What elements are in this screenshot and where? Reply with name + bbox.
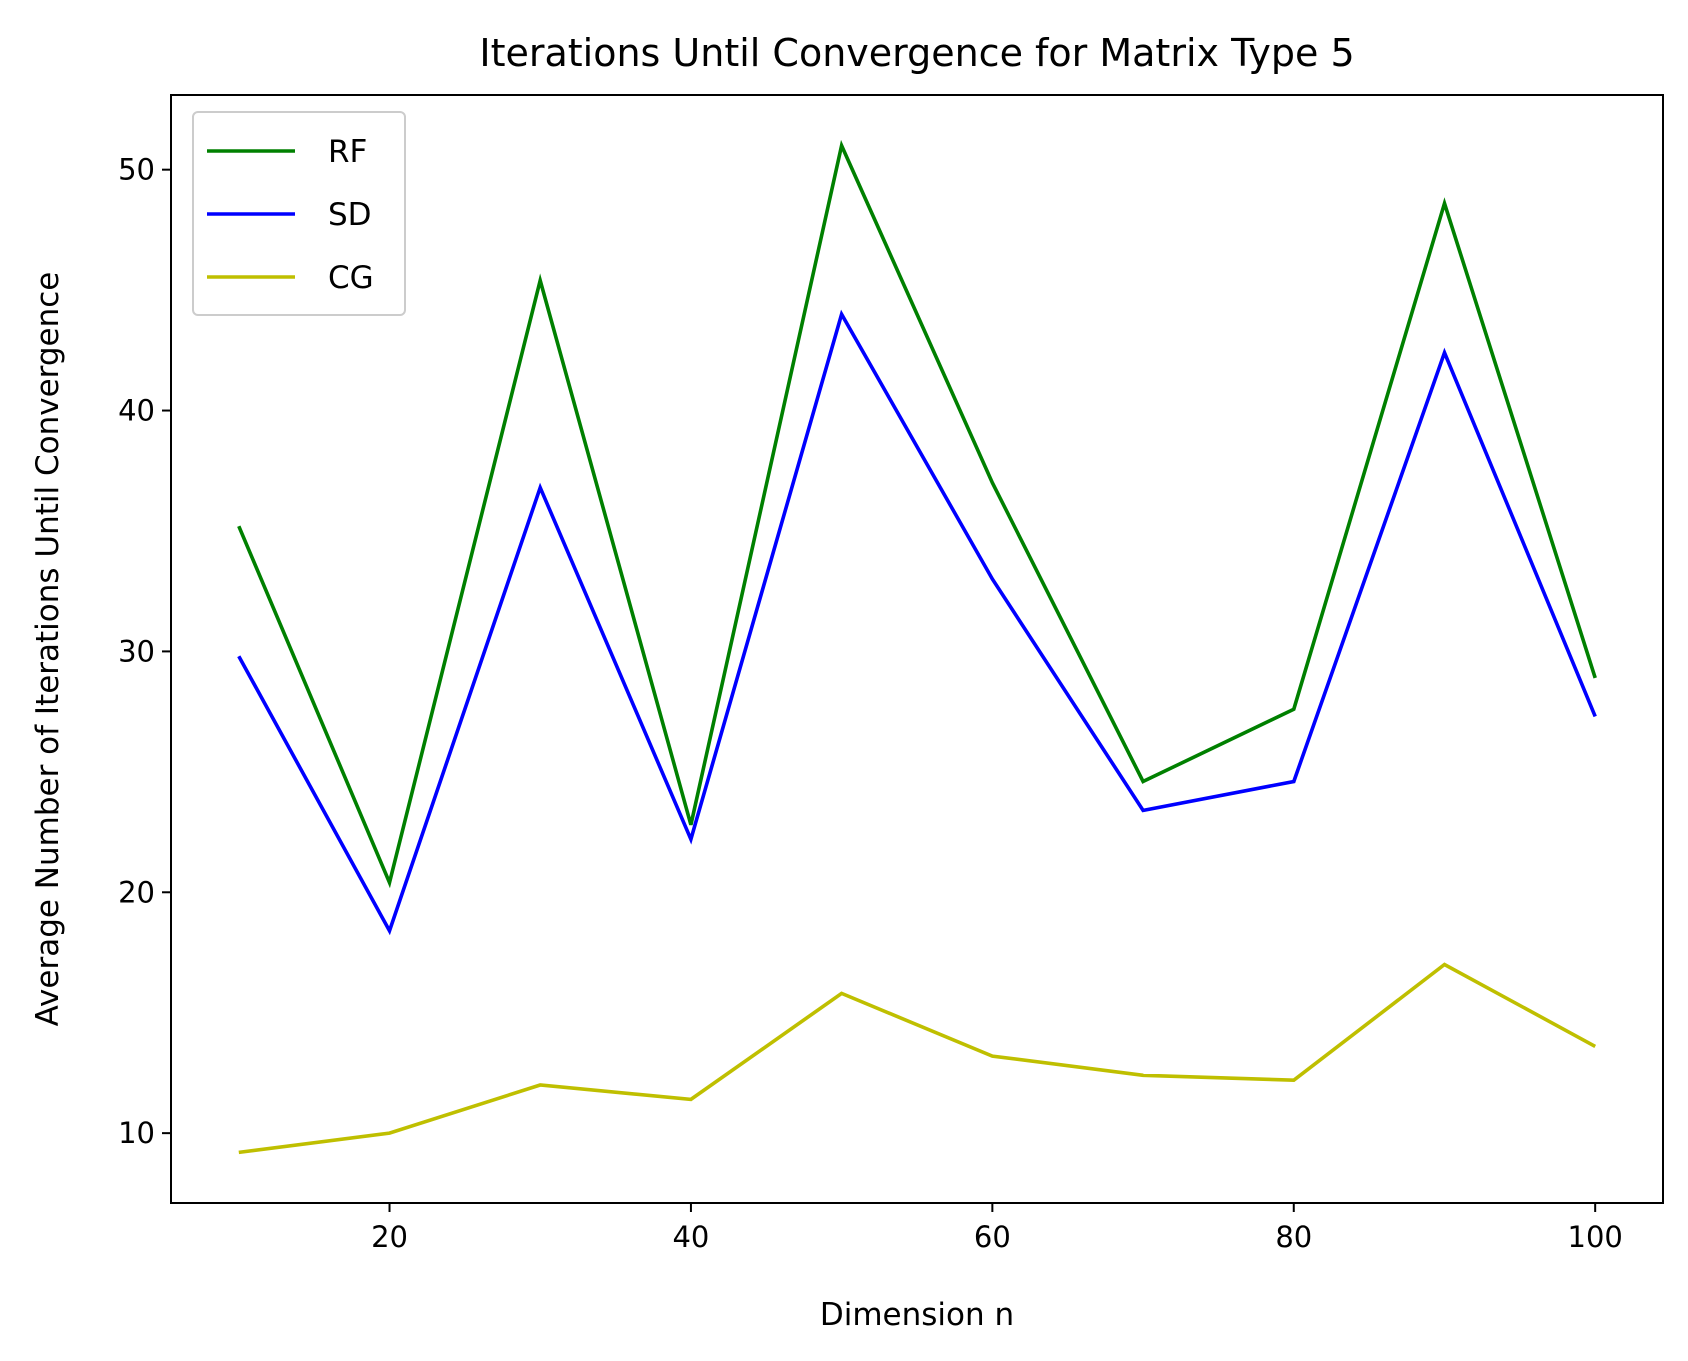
y-axis: 10 20 30 40 50 xyxy=(118,153,171,1150)
series-line-cg xyxy=(238,962,1597,1155)
x-tick-label: 40 xyxy=(672,1220,709,1254)
series-line-sd xyxy=(237,309,1597,936)
series-layer xyxy=(237,139,1597,1155)
x-tick-label: 60 xyxy=(974,1220,1011,1254)
y-tick-label: 50 xyxy=(118,153,155,187)
y-tick-label: 10 xyxy=(118,1116,155,1150)
y-tick-label: 40 xyxy=(118,394,155,428)
x-axis: 20 40 60 80 100 xyxy=(371,1203,1623,1254)
plot-area-frame xyxy=(170,94,1664,1204)
legend-label: SD xyxy=(328,197,372,233)
y-axis-label: Average Number of Iterations Until Conve… xyxy=(30,272,66,1027)
x-axis-label: Dimension n xyxy=(820,1297,1014,1333)
x-tick-label: 20 xyxy=(371,1220,408,1254)
y-tick-label: 20 xyxy=(118,875,155,909)
legend-label: CG xyxy=(328,260,374,296)
x-tick-label: 100 xyxy=(1568,1220,1623,1254)
series-line-rf xyxy=(237,139,1597,889)
legend: RF SD CG xyxy=(192,111,406,316)
x-tick-label: 80 xyxy=(1275,1220,1312,1254)
legend-label: RF xyxy=(328,134,367,170)
legend-box xyxy=(192,111,406,316)
chart-title: Iterations Until Convergence for Matrix … xyxy=(479,31,1354,75)
y-tick-label: 30 xyxy=(118,634,155,668)
